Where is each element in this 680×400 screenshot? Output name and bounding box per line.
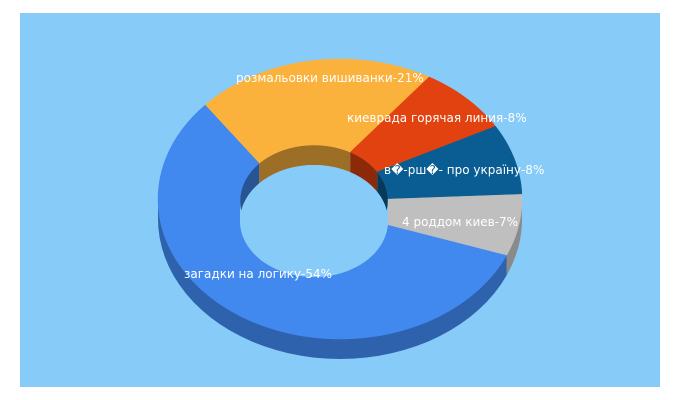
slice-label: киеврада горячая линия-8% [347,111,527,125]
slice-tops [157,58,523,340]
donut-hole-top [240,201,388,277]
donut-hole [240,165,388,277]
slice-label: 4 роддом киев-7% [402,215,518,229]
slice-inner-wall [377,171,388,220]
slice-inner-wall [259,145,351,184]
slice-label: розмальовки вишиванки-21% [236,71,424,85]
slice-label: загадки на логику-54% [184,267,332,281]
slice-inner-wall [240,163,260,221]
slice-side [506,194,522,276]
slice-label: в�-рш�- про україну-8% [384,163,544,177]
slice-inner-wall [350,152,378,192]
slice-labels: загадки на логику-54% розмальовки вишиван… [184,71,544,281]
